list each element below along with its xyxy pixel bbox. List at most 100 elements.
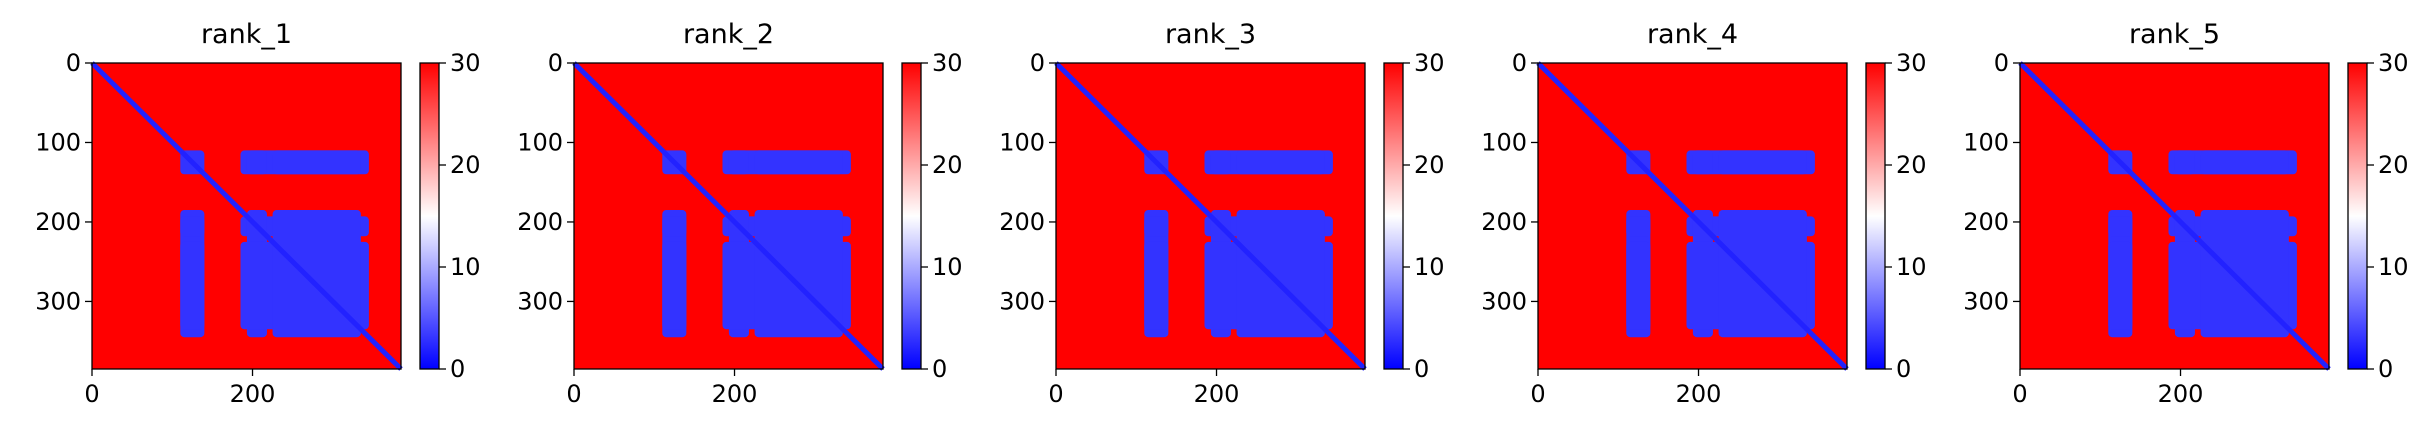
y-tick-label: 0 xyxy=(1994,49,2009,77)
chart-panel-3: rank_3 0 200 0 100 200 300 0 10 20 30 xyxy=(999,19,1444,408)
y-tick-label: 0 xyxy=(66,49,81,77)
plot-frame xyxy=(91,62,402,370)
x-tick-label: 0 xyxy=(1530,380,1545,408)
heatmap-block-8 xyxy=(662,241,687,330)
colorbar-tick-label: 20 xyxy=(2378,151,2409,179)
colorbar-tick-label: 20 xyxy=(932,151,963,179)
x-tick-label: 0 xyxy=(566,380,581,408)
colorbar-frame xyxy=(901,62,922,370)
colorbar-tick-label: 20 xyxy=(450,151,481,179)
heatmap-block-5 xyxy=(1692,150,1713,175)
heatmap-block-8 xyxy=(1144,241,1169,330)
y-tick-label: 0 xyxy=(1030,49,1045,77)
x-tick-label: 200 xyxy=(712,380,758,408)
y-tick-label: 300 xyxy=(35,287,81,315)
y-tick-label: 0 xyxy=(548,49,563,77)
x-tick-label: 0 xyxy=(84,380,99,408)
heatmap-block-4 xyxy=(1626,216,1651,237)
y-tick-label: 200 xyxy=(1963,208,2009,236)
colorbar xyxy=(1866,63,1885,369)
colorbar-tick-label: 10 xyxy=(932,253,963,281)
heatmap-diagonal xyxy=(1536,61,1849,371)
heatmap-block-8 xyxy=(2108,241,2133,330)
heatmap-block-5 xyxy=(728,150,749,175)
y-tick-label: 300 xyxy=(999,287,1045,315)
y-tick-label: 100 xyxy=(999,128,1045,156)
colorbar-tick-label: 30 xyxy=(2378,49,2409,77)
y-tick-label: 100 xyxy=(1481,128,1527,156)
y-tick-label: 300 xyxy=(1963,287,2009,315)
y-tick-label: 100 xyxy=(517,128,563,156)
colorbar-tick-label: 10 xyxy=(450,253,481,281)
colorbar-tick-label: 0 xyxy=(2378,355,2393,383)
chart-title: rank_3 xyxy=(1165,19,1256,50)
chart-title: rank_4 xyxy=(1647,19,1738,50)
heatmap-block-9 xyxy=(1236,150,1325,175)
heatmap-block-9 xyxy=(754,150,843,175)
chart-panel-2: rank_2 0 200 0 100 200 300 0 10 20 30 xyxy=(517,19,962,408)
y-tick-label: 200 xyxy=(517,208,563,236)
heatmap-block-8 xyxy=(180,241,205,330)
colorbar-tick-label: 30 xyxy=(450,49,481,77)
y-tick-label: 300 xyxy=(1481,287,1527,315)
heatmap-diagonal xyxy=(2018,61,2331,371)
x-tick-label: 200 xyxy=(2158,380,2204,408)
y-tick-label: 200 xyxy=(35,208,81,236)
heatmap-block-4 xyxy=(662,216,687,237)
x-tick-label: 0 xyxy=(2012,380,2027,408)
heatmap-block-5 xyxy=(246,150,267,175)
colorbar-tick-label: 10 xyxy=(1414,253,1445,281)
x-tick-label: 200 xyxy=(230,380,276,408)
colorbar xyxy=(420,63,439,369)
chart-title: rank_2 xyxy=(683,19,774,50)
y-tick-label: 300 xyxy=(517,287,563,315)
heatmap-block-4 xyxy=(1144,216,1169,237)
chart-title: rank_1 xyxy=(201,19,292,50)
y-tick-label: 100 xyxy=(1963,128,2009,156)
colorbar-frame xyxy=(419,62,440,370)
colorbar-tick-label: 0 xyxy=(1414,355,1429,383)
colorbar-tick-label: 30 xyxy=(1414,49,1445,77)
colorbar-frame xyxy=(1383,62,1404,370)
colorbar xyxy=(2348,63,2367,369)
y-tick-label: 200 xyxy=(1481,208,1527,236)
chart-title: rank_5 xyxy=(2129,19,2220,50)
plot-frame xyxy=(2019,62,2330,370)
colorbar-tick-label: 20 xyxy=(1414,151,1445,179)
heatmap-block-5 xyxy=(1210,150,1231,175)
heatmap-block-8 xyxy=(1626,241,1651,330)
colorbar-frame xyxy=(2347,62,2368,370)
colorbar-tick-label: 0 xyxy=(1896,355,1911,383)
heatmap-diagonal xyxy=(572,61,885,371)
x-tick-label: 200 xyxy=(1676,380,1722,408)
colorbar-tick-label: 10 xyxy=(1896,253,1927,281)
colorbar-tick-label: 30 xyxy=(932,49,963,77)
heatmap-block-4 xyxy=(180,216,205,237)
colorbar xyxy=(1384,63,1403,369)
heatmap-diagonal xyxy=(90,61,403,371)
heatmap-block-4 xyxy=(2108,216,2133,237)
plot-frame xyxy=(1055,62,1366,370)
chart-panel-5: rank_5 0 200 0 100 200 300 0 10 20 30 xyxy=(1963,19,2408,408)
colorbar-tick-label: 30 xyxy=(1896,49,1927,77)
colorbar-tick-label: 20 xyxy=(1896,151,1927,179)
heatmap-block-9 xyxy=(2200,150,2289,175)
chart-panel-1: rank_1 0 200 0 100 200 300 0 10 20 30 xyxy=(35,19,480,408)
colorbar-tick-label: 0 xyxy=(450,355,465,383)
heatmap-diagonal xyxy=(1054,61,1367,371)
plot-frame xyxy=(573,62,884,370)
x-tick-label: 0 xyxy=(1048,380,1063,408)
x-tick-label: 200 xyxy=(1194,380,1240,408)
heatmap-block-5 xyxy=(2174,150,2195,175)
heatmap-block-9 xyxy=(1718,150,1807,175)
colorbar xyxy=(902,63,921,369)
colorbar-tick-label: 10 xyxy=(2378,253,2409,281)
plot-frame xyxy=(1537,62,1848,370)
colorbar-frame xyxy=(1865,62,1886,370)
y-tick-label: 200 xyxy=(999,208,1045,236)
colorbar-tick-label: 0 xyxy=(932,355,947,383)
chart-panel-4: rank_4 0 200 0 100 200 300 0 10 20 30 xyxy=(1481,19,1926,408)
heatmap-block-9 xyxy=(272,150,361,175)
y-tick-label: 100 xyxy=(35,128,81,156)
